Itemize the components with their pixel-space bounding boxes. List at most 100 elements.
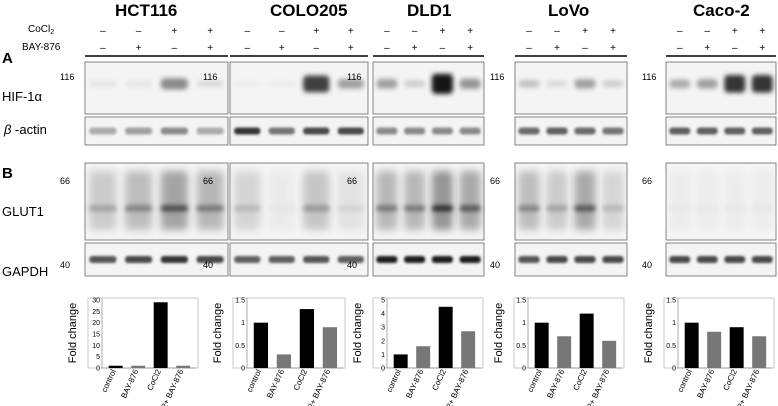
band xyxy=(303,256,330,263)
band xyxy=(546,127,568,135)
cocl2-sign: – xyxy=(526,26,532,37)
hif-blot-frame xyxy=(514,61,628,115)
y-tick-label: 0 xyxy=(96,366,100,373)
hif-blot-frame xyxy=(84,61,229,115)
bar xyxy=(416,346,431,368)
y-tick-label: 1.5 xyxy=(666,298,676,305)
marker-116: 116 xyxy=(642,72,656,82)
category-label: control xyxy=(526,368,544,394)
band xyxy=(459,78,481,90)
band xyxy=(196,81,224,87)
bay-sign: + xyxy=(467,43,473,54)
band xyxy=(303,127,330,135)
y-tick-label: 5 xyxy=(96,354,100,361)
band xyxy=(518,80,540,88)
glut1-blot xyxy=(665,162,777,241)
y-tick-label: 2 xyxy=(381,338,385,345)
y-tick-label: 5 xyxy=(381,298,385,305)
marker-40: 40 xyxy=(347,260,357,270)
bar xyxy=(108,365,123,368)
cell-line-title: HCT116 xyxy=(115,1,177,20)
band xyxy=(89,81,117,87)
cocl2-sign: – xyxy=(704,26,710,37)
cocl2-label: CoCl xyxy=(28,24,50,35)
bay-sign: – xyxy=(244,43,250,54)
bar xyxy=(534,322,549,368)
bay-sign: – xyxy=(732,43,738,54)
marker-40: 40 xyxy=(203,260,213,270)
y-axis-label: Fold change xyxy=(352,303,364,364)
bar xyxy=(276,354,292,368)
bay-sign: – xyxy=(526,43,532,54)
bay-sign: + xyxy=(610,43,616,54)
band-smear xyxy=(376,171,398,230)
band xyxy=(669,127,691,135)
y-tick-label: 25 xyxy=(92,309,100,316)
category-label: BAY-876 xyxy=(545,368,566,400)
gapdh-row-label: GAPDH xyxy=(2,264,48,279)
band xyxy=(518,205,540,212)
bay-sign: + xyxy=(412,43,418,54)
cocl2-sign: + xyxy=(759,26,765,37)
category-label: BAY-876 xyxy=(404,368,425,400)
bay-sign: – xyxy=(172,43,178,54)
band xyxy=(303,205,330,212)
y-tick-label: 0.5 xyxy=(666,343,676,350)
band xyxy=(160,256,188,263)
category-label: control xyxy=(385,368,403,394)
cocl2-sign: + xyxy=(313,26,319,37)
y-tick-label: 4 xyxy=(381,311,385,318)
cocl2-subscript: 2 xyxy=(50,29,54,36)
cocl2-sign: – xyxy=(384,26,390,37)
band xyxy=(196,256,224,263)
band xyxy=(125,205,153,212)
band xyxy=(602,256,624,263)
y-axis-label: Fold change xyxy=(67,303,79,364)
bay-sign: + xyxy=(207,43,213,54)
actin-label: -actin xyxy=(11,122,46,137)
cocl2-sign: – xyxy=(554,26,560,37)
band xyxy=(268,256,295,263)
band xyxy=(125,127,153,135)
band xyxy=(669,79,691,89)
band xyxy=(431,127,453,135)
band xyxy=(724,127,746,135)
cell-column-hct116: HCT116–––++–++1166640051015202530control… xyxy=(60,1,229,406)
actin-blot xyxy=(84,116,229,146)
chart-frame xyxy=(87,297,199,369)
band xyxy=(724,75,746,93)
cell-column-lovo: LoVo – – – + + – + +116 66 40 0 0.5 1 1.5 control BAY-87… xyxy=(490,1,628,406)
band xyxy=(751,75,773,93)
bar xyxy=(752,336,767,368)
bar xyxy=(299,309,315,368)
band xyxy=(376,205,398,212)
band xyxy=(234,127,261,135)
category-label: CoCl2 xyxy=(292,368,310,392)
cell-line-title: DLD1 xyxy=(407,1,451,20)
band xyxy=(602,80,624,88)
band xyxy=(696,127,718,135)
category-label: BAY-876 xyxy=(119,368,140,400)
y-tick-label: 1 xyxy=(381,352,385,359)
hif-blot xyxy=(665,61,777,115)
band xyxy=(574,79,596,89)
actin-row-label: β -actin xyxy=(3,122,47,137)
actin-blot xyxy=(665,116,777,146)
band xyxy=(337,205,364,212)
bay-sign: – xyxy=(384,43,390,54)
band xyxy=(196,127,224,135)
cocl2-sign: – xyxy=(136,26,142,37)
marker-66: 66 xyxy=(347,176,357,186)
band xyxy=(574,256,596,263)
band xyxy=(459,205,481,212)
y-axis-label: Fold change xyxy=(212,303,224,364)
bay-sign: – xyxy=(582,43,588,54)
actin-beta: β xyxy=(3,122,12,137)
cell-line-title: COLO205 xyxy=(270,1,347,20)
y-tick-label: 20 xyxy=(92,320,100,327)
y-tick-label: 15 xyxy=(92,332,100,339)
bar xyxy=(557,336,572,368)
